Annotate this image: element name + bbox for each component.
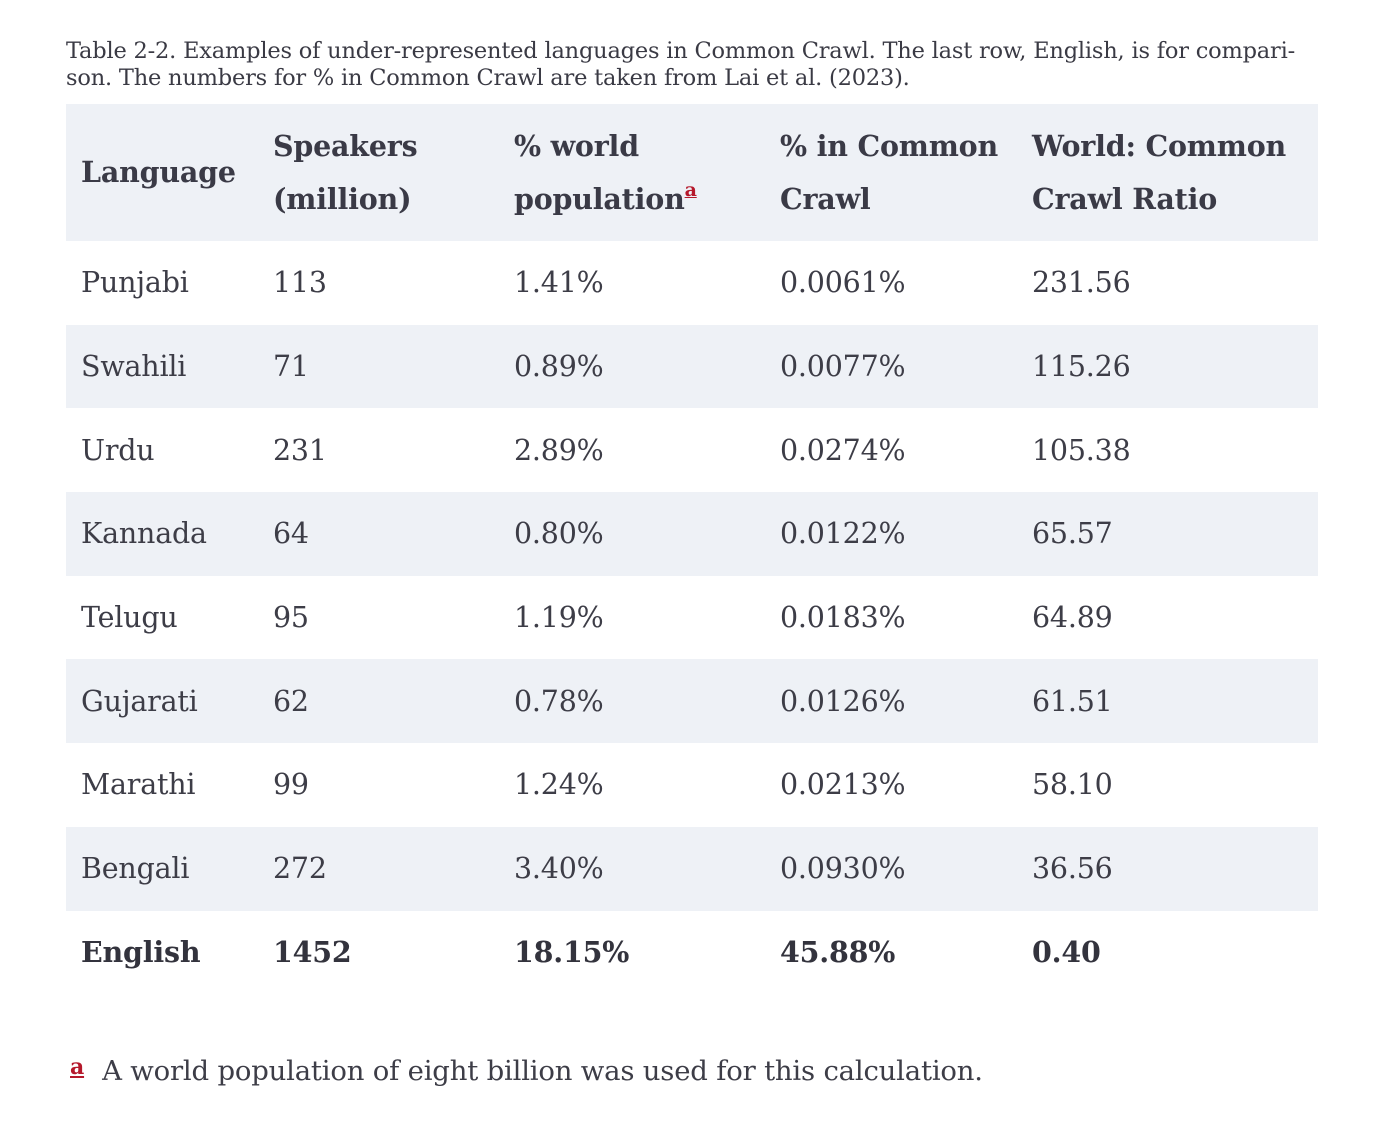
cell-world-pct: 1.24% [514, 768, 604, 802]
cell-language: Kannada [81, 517, 207, 551]
cell-speakers: 71 [273, 350, 309, 384]
table-caption: Table 2-2. Examples of under-represented… [66, 38, 1318, 92]
table-row-comparison: English 1452 18.15% 45.88% 0.40 [66, 911, 1318, 995]
table-row: Kannada 64 0.80% 0.0122% 65.57 [66, 492, 1318, 576]
cell-ratio: 61.51 [1032, 684, 1113, 718]
cell-cc-pct: 0.0183% [780, 601, 906, 635]
cell-cc-pct: 0.0274% [780, 433, 906, 467]
cell-cc-pct: 0.0213% [780, 768, 906, 802]
cell-world-pct: 0.78% [514, 684, 604, 718]
table-row: Urdu 231 2.89% 0.0274% 105.38 [66, 408, 1318, 492]
cell-language: Telugu [81, 601, 178, 635]
cell-ratio: 65.57 [1032, 517, 1113, 551]
cell-cc-pct: 0.0126% [780, 684, 906, 718]
cell-cc-pct: 45.88% [780, 935, 896, 970]
cell-language: Punjabi [81, 266, 189, 300]
cell-ratio: 58.10 [1032, 768, 1113, 802]
table-row: Marathi 99 1.24% 0.0213% 58.10 [66, 743, 1318, 827]
footnote-reference-link[interactable]: a [684, 178, 697, 201]
cell-world-pct: 3.40% [514, 852, 604, 886]
cell-language: Swahili [81, 350, 187, 384]
table-row: Swahili 71 0.89% 0.0077% 115.26 [66, 324, 1318, 409]
cell-language: Gujarati [81, 684, 198, 718]
cell-speakers: 272 [273, 852, 327, 886]
cell-language: Urdu [81, 433, 155, 467]
table-row: Gujarati 62 0.78% 0.0126% 61.51 [66, 659, 1318, 744]
cell-speakers: 62 [273, 684, 309, 718]
cell-ratio: 115.26 [1032, 350, 1131, 384]
table-header-row: Language Speakers (million) % world popu… [66, 104, 1318, 241]
cell-speakers: 64 [273, 517, 309, 551]
header-language: Language [81, 155, 236, 189]
cell-cc-pct: 0.0122% [780, 517, 906, 551]
cell-speakers: 113 [273, 266, 327, 300]
caption-line-1: Table 2-2. Examples of under-represented… [66, 38, 1295, 64]
cell-language: Bengali [81, 852, 190, 886]
cell-cc-pct: 0.0930% [780, 852, 906, 886]
header-ratio: World: Common Crawl Ratio [1032, 128, 1287, 216]
languages-table: Language Speakers (million) % world popu… [66, 104, 1318, 994]
cell-ratio: 36.56 [1032, 852, 1113, 886]
cell-ratio: 105.38 [1032, 433, 1131, 467]
cell-speakers: 231 [273, 433, 327, 467]
cell-world-pct: 18.15% [514, 935, 630, 970]
cell-world-pct: 1.41% [514, 266, 604, 300]
cell-speakers: 95 [273, 601, 309, 635]
cell-speakers: 1452 [273, 935, 352, 970]
cell-cc-pct: 0.0061% [780, 266, 906, 300]
cell-world-pct: 0.80% [514, 517, 604, 551]
cell-ratio: 231.56 [1032, 266, 1131, 300]
cell-cc-pct: 0.0077% [780, 350, 906, 384]
table-row: Bengali 272 3.40% 0.0930% 36.56 [66, 826, 1318, 911]
caption-line-2: son. The numbers for % in Common Crawl a… [66, 65, 910, 91]
cell-ratio: 64.89 [1032, 601, 1113, 635]
cell-speakers: 99 [273, 768, 309, 802]
cell-language: Marathi [81, 768, 196, 802]
header-speakers: Speakers (million) [273, 128, 418, 216]
cell-language: English [81, 935, 201, 970]
cell-world-pct: 2.89% [514, 433, 604, 467]
cell-world-pct: 0.89% [514, 350, 604, 384]
table-row: Telugu 95 1.19% 0.0183% 64.89 [66, 576, 1318, 660]
cell-ratio: 0.40 [1032, 935, 1101, 970]
table-footnote: a A world population of eight billion was… [70, 1054, 1270, 1087]
table-row: Punjabi 113 1.41% 0.0061% 231.56 [66, 241, 1318, 325]
header-world-population: % world populationa [514, 128, 697, 216]
cell-world-pct: 1.19% [514, 601, 604, 635]
footnote-backlink[interactable]: a [70, 1054, 85, 1080]
header-common-crawl: % in Common Crawl [780, 128, 999, 216]
footnote-text: A world population of eight billion was … [102, 1055, 983, 1087]
